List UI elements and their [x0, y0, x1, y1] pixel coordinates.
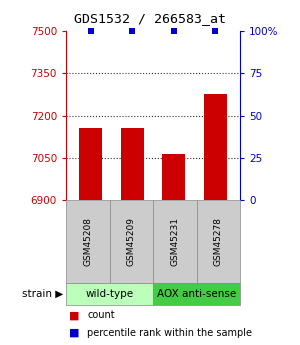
- Text: ■: ■: [69, 328, 80, 338]
- Text: GSM45278: GSM45278: [214, 217, 223, 266]
- Bar: [162, 154, 185, 200]
- Text: strain ▶: strain ▶: [22, 289, 63, 299]
- Text: wild-type: wild-type: [85, 289, 134, 299]
- Text: GSM45209: GSM45209: [127, 217, 136, 266]
- Text: GDS1532 / 266583_at: GDS1532 / 266583_at: [74, 12, 226, 25]
- Text: AOX anti-sense: AOX anti-sense: [157, 289, 236, 299]
- Text: count: count: [87, 310, 115, 321]
- Bar: [121, 128, 144, 200]
- Bar: [80, 128, 102, 200]
- Bar: [204, 95, 226, 200]
- Text: percentile rank within the sample: percentile rank within the sample: [87, 328, 252, 338]
- Text: ■: ■: [69, 310, 80, 321]
- Text: GSM45208: GSM45208: [83, 217, 92, 266]
- Text: GSM45231: GSM45231: [170, 217, 179, 266]
